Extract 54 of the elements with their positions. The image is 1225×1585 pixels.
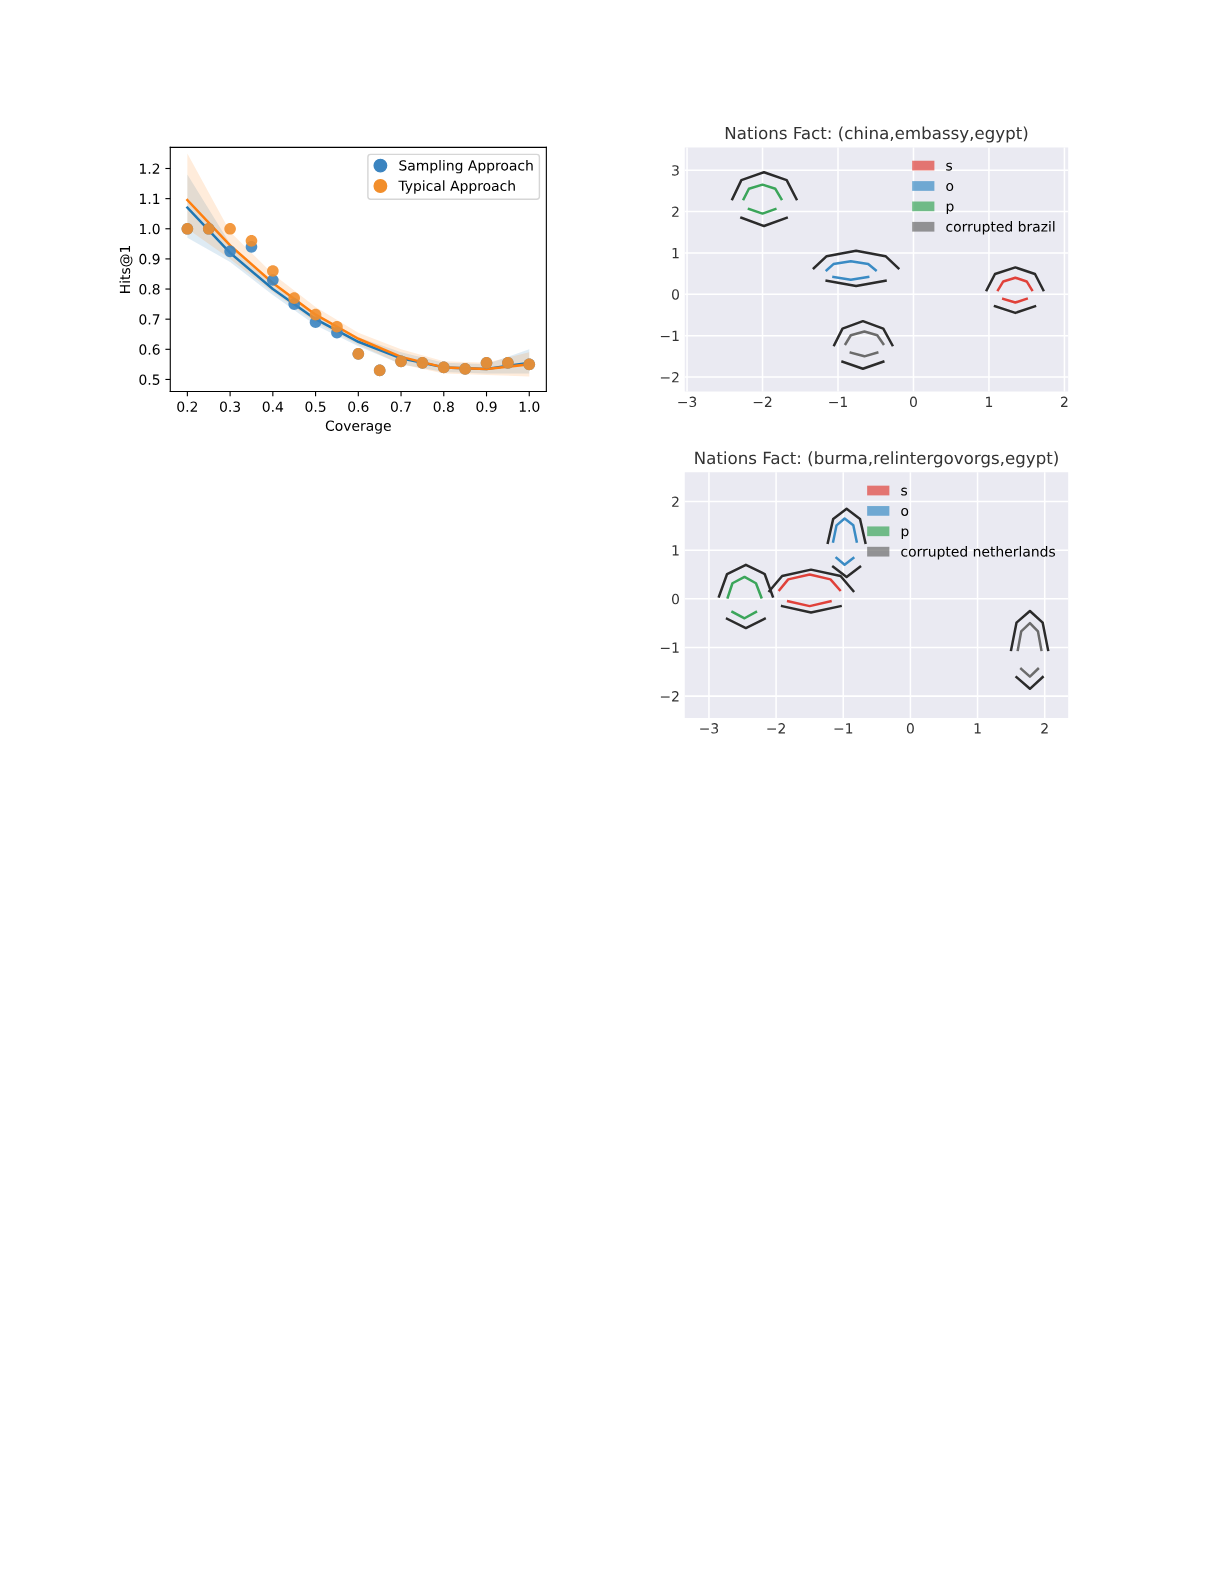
- y-tick-label: 0.8: [139, 284, 160, 295]
- legend-label: p: [901, 528, 909, 540]
- y-tick-label: 1.1: [139, 193, 160, 204]
- y-tick-label: 0.9: [139, 253, 160, 265]
- x-axis-title: Coverage: [325, 420, 391, 434]
- y-tick-label: 1: [672, 248, 679, 259]
- y-tick-label: 0.7: [139, 314, 160, 325]
- legend-label: s: [946, 162, 953, 171]
- x-tick-label: 0.4: [262, 401, 284, 412]
- y-tick-label: 0: [671, 593, 679, 605]
- chart-title: Nations Fact: (china,embassy,egypt): [725, 126, 1028, 143]
- x-tick-label: 0.9: [476, 401, 497, 412]
- y-axis-title: Hits@1: [119, 245, 133, 293]
- x-tick-label: 0.2: [177, 401, 198, 412]
- x-tick-label: 1.0: [519, 401, 540, 412]
- x-tick-label: 0.5: [305, 401, 326, 412]
- x-tick-label: −3: [678, 396, 697, 408]
- x-tick-label: −1: [834, 723, 853, 734]
- x-tick-label: −3: [700, 723, 719, 734]
- legend-label: corrupted netherlands: [901, 545, 1056, 560]
- x-tick-label: 2: [1061, 396, 1068, 407]
- x-tick-label: 1: [974, 723, 981, 734]
- y-tick-label: 0.6: [139, 344, 160, 355]
- x-tick-label: 0.3: [219, 401, 241, 412]
- legend-label: p: [946, 203, 954, 215]
- y-tick-label: −2: [660, 371, 679, 383]
- legend-label: Typical Approach: [398, 180, 515, 194]
- legend-label: corrupted brazil: [946, 221, 1055, 235]
- x-tick-label: 0: [906, 723, 914, 734]
- x-tick-label: 0.8: [433, 401, 454, 412]
- x-tick-label: −2: [753, 396, 772, 407]
- x-tick-label: 1: [986, 396, 993, 407]
- legend-label: Sampling Approach: [399, 159, 533, 174]
- y-tick-label: 2: [672, 496, 679, 507]
- y-tick-label: 3: [672, 165, 679, 176]
- chart-title: Nations Fact: (burma,relintergovorgs,egypt): [695, 451, 1058, 468]
- y-tick-label: 2: [672, 206, 679, 217]
- x-tick-label: 0.6: [348, 401, 369, 412]
- legend-label: s: [901, 487, 908, 496]
- x-tick-label: −1: [829, 396, 847, 407]
- y-tick-label: −1: [660, 642, 679, 653]
- legend-label: o: [901, 507, 909, 516]
- y-tick-label: 1.0: [139, 223, 160, 235]
- x-tick-label: 0.7: [390, 401, 411, 412]
- x-tick-label: 2: [1041, 723, 1048, 734]
- y-tick-label: 1.2: [139, 163, 160, 174]
- y-tick-label: −2: [660, 691, 679, 702]
- legend-label: o: [946, 183, 954, 192]
- y-tick-label: 0.5: [139, 374, 160, 385]
- y-tick-label: 0: [671, 289, 679, 300]
- x-tick-label: −2: [767, 723, 785, 734]
- y-tick-label: −1: [660, 330, 679, 341]
- x-tick-label: 0: [909, 396, 917, 408]
- y-tick-label: 1: [672, 545, 679, 556]
